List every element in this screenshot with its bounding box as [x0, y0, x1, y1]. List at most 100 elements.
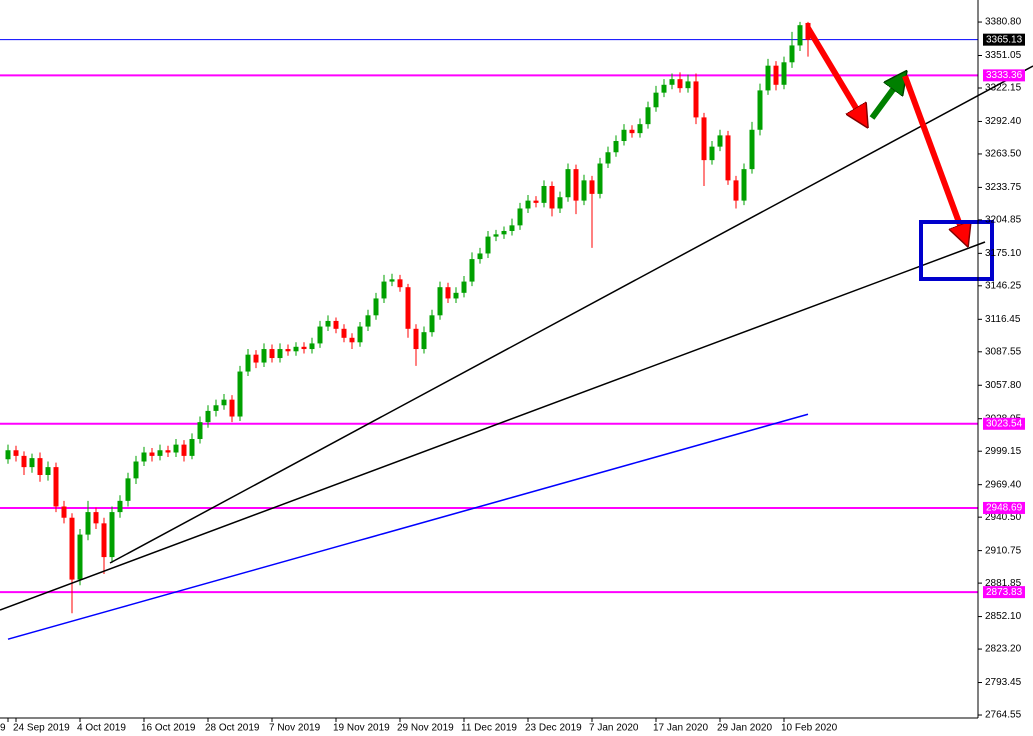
candle-body [477, 253, 483, 260]
candle-body [789, 45, 795, 63]
candle-body [757, 90, 763, 130]
x-tick-label: 4 Oct 2019 [77, 723, 126, 734]
candle-body [237, 371, 243, 417]
candle-body [37, 458, 43, 475]
candle-body [253, 354, 259, 363]
candle-body [421, 332, 427, 350]
y-tick-label: 3263.50 [985, 149, 1022, 160]
y-tick-label: 3322.15 [985, 83, 1022, 94]
candle-body [141, 452, 147, 462]
candle-body [29, 458, 35, 468]
candle-body [53, 467, 59, 507]
candle-body [373, 298, 379, 316]
y-tick-label: 3057.80 [985, 380, 1022, 391]
candle-body [285, 349, 291, 352]
arrow-up [869, 80, 900, 120]
price-label: 3365.13 [986, 34, 1023, 45]
candle-body [5, 450, 11, 460]
price-label-bg [983, 501, 1025, 514]
candle-body [597, 163, 603, 194]
x-tick-label: 29 Nov 2019 [397, 723, 454, 734]
candle-body [317, 326, 323, 344]
candle-body [749, 129, 755, 170]
candle-body [381, 281, 387, 299]
arrow-down [805, 26, 862, 118]
y-tick-label: 2793.45 [985, 677, 1022, 688]
x-tick-label: 7 Nov 2019 [269, 723, 321, 734]
candle-body [85, 512, 91, 535]
candle-body [541, 185, 547, 203]
candle-body [349, 337, 355, 343]
candle-body [701, 117, 707, 161]
candle-body [245, 354, 251, 372]
y-tick-label: 2764.55 [985, 710, 1022, 721]
candle-body [605, 152, 611, 164]
candle-body [797, 25, 803, 46]
price-label-bg [983, 33, 1025, 46]
candle-body [413, 328, 419, 350]
candle-body [613, 141, 619, 153]
candle-body [293, 346, 299, 352]
price-label-bg [983, 69, 1025, 82]
price-label-bg [983, 417, 1025, 430]
y-tick-label: 3175.10 [985, 248, 1022, 259]
candle-body [365, 315, 371, 327]
candle-body [21, 455, 27, 468]
target-box [919, 220, 994, 281]
candle-body [741, 169, 747, 201]
candle-body [661, 84, 667, 93]
candle-body [685, 81, 691, 89]
candle-body [197, 422, 203, 440]
candle-body [517, 208, 523, 226]
candle-body [229, 399, 235, 417]
candle-body [125, 478, 131, 501]
candle-body [133, 461, 139, 479]
candle-body [773, 65, 779, 85]
candle-body [669, 79, 675, 85]
x-tick-label: 16 Oct 2019 [141, 723, 196, 734]
candle-body [581, 180, 587, 201]
y-tick-label: 2940.50 [985, 512, 1022, 523]
candle-body [61, 506, 67, 518]
y-tick-label: 2823.20 [985, 644, 1022, 655]
candle-body [717, 135, 723, 147]
price-label: 2873.83 [986, 587, 1023, 598]
price-label: 3333.36 [986, 70, 1023, 81]
candle-body [101, 523, 107, 558]
candle-body [117, 500, 123, 513]
candle-body [165, 450, 171, 453]
y-tick-label: 2999.15 [985, 446, 1022, 457]
candle-body [173, 444, 179, 453]
candle-body [269, 349, 275, 359]
candle-body [389, 279, 395, 282]
candle-body [565, 169, 571, 198]
candle-body [549, 185, 555, 209]
y-tick-label: 3087.55 [985, 346, 1022, 357]
candle-body [13, 450, 19, 456]
candle-body [733, 180, 739, 201]
price-label: 2948.69 [986, 503, 1023, 514]
candle-body [629, 129, 635, 134]
candle-body [501, 230, 507, 235]
y-tick-label: 3380.80 [985, 17, 1022, 28]
trendline [109, 65, 1033, 564]
candle-body [693, 81, 699, 118]
x-tick-label: 28 Oct 2019 [205, 723, 260, 734]
arrow-down [902, 74, 964, 236]
candle-body [557, 197, 563, 209]
plot-area [0, 21, 978, 640]
x-tick-label: 9 [0, 723, 6, 734]
price-label-bg [983, 586, 1025, 599]
candle-body [725, 135, 731, 181]
x-tick-label: 19 Nov 2019 [333, 723, 390, 734]
candle-body [637, 124, 643, 134]
candle-body [525, 200, 531, 209]
candle-body [205, 410, 211, 423]
drawings [0, 26, 1033, 611]
candle-body [709, 146, 715, 161]
candle-body [341, 328, 347, 338]
candle-body [189, 439, 195, 456]
candle-body [461, 281, 467, 293]
candle-body [277, 349, 283, 359]
